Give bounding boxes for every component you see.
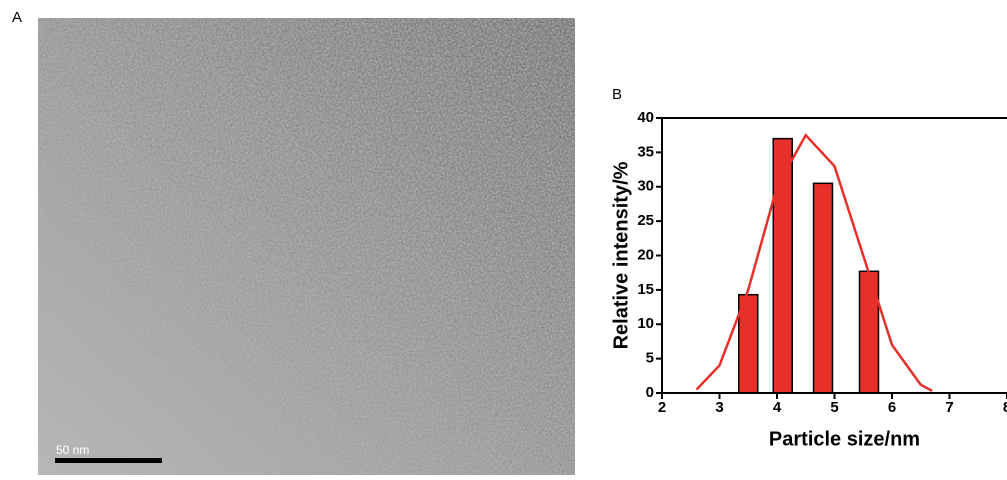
tem-image (38, 18, 575, 475)
x-tick-label: 6 (888, 399, 896, 416)
y-axis-label: Relative intensity/% (610, 161, 632, 349)
y-tick-label: 30 (637, 178, 654, 195)
scale-bar (55, 458, 162, 463)
y-tick-label: 10 (637, 315, 654, 332)
y-tick-label: 15 (637, 281, 654, 298)
x-tick-label: 8 (1003, 399, 1007, 416)
panel-label: A (12, 9, 22, 26)
axis-frame (661, 117, 1007, 394)
bar (812, 182, 834, 394)
y-tick-label: 25 (637, 212, 654, 229)
x-tick-label: 5 (830, 399, 838, 416)
chart: B 0 5 10 15 20 25 30 35 40 2 3 4 5 6 7 8 Particle size/nm… (610, 86, 1007, 450)
y-tick-label: 40 (637, 109, 654, 126)
x-tick-label: 2 (658, 399, 666, 416)
y-tick-label: 20 (637, 246, 654, 263)
scale-bar-label: 50 nm (56, 443, 89, 457)
panel-label: B (612, 86, 622, 103)
x-tick-label: 4 (773, 399, 782, 416)
y-tick-label: 35 (637, 143, 654, 160)
y-tick-label: 0 (646, 384, 654, 401)
y-tick-label: 5 (646, 350, 654, 367)
x-tick-label: 3 (715, 399, 723, 416)
bar (858, 270, 880, 394)
fit-curve (695, 133, 933, 393)
x-tick-label: 7 (945, 399, 953, 416)
x-axis-label: Particle size/nm (769, 428, 920, 450)
